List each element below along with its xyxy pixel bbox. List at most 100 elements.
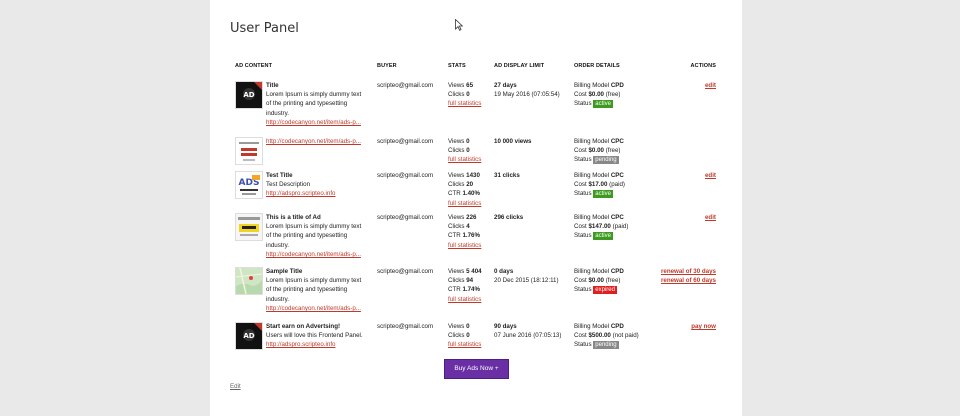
limit-main: 27 days (494, 82, 517, 89)
billing-model-label: Billing Model (574, 82, 610, 89)
ad-url-link[interactable]: http://codecanyon.net/item/ads-p... (266, 118, 361, 126)
limit-main: 10 000 views (494, 138, 532, 145)
stats: Views 0 Clicks 0 full statistics (448, 322, 481, 350)
limit-main: 90 days (494, 323, 517, 330)
status-label: Status (574, 341, 592, 349)
mouse-cursor-icon (455, 19, 463, 31)
status-label: Status (574, 232, 592, 240)
ad-description: Lorem Ipsum is simply dummy text (266, 91, 362, 99)
buyer-email: scripteo@gmail.com (377, 323, 434, 330)
ad-thumbnail (235, 213, 263, 241)
cost-label: Cost (574, 181, 587, 189)
ad-title: Title (266, 82, 279, 89)
cost-value: $500.00 (588, 332, 611, 340)
cost-value: $147.00 (588, 223, 611, 231)
views-value: 0 (466, 138, 470, 145)
stats: Views 5 404 Clicks 94 CTR 1.74% full statis… (448, 267, 482, 304)
page-title: User Panel (230, 21, 299, 36)
display-limit: 296 clicks (494, 213, 523, 222)
edit-action[interactable]: edit (704, 172, 716, 179)
ad-content: http://codecanyon.net/item/ads-p... (266, 137, 374, 146)
buy-ads-now-button[interactable]: Buy Ads Now + (444, 359, 509, 379)
col-ad-content: AD CONTENT (235, 63, 273, 69)
buyer-email: scripteo@gmail.com (377, 268, 434, 275)
cost-label: Cost (574, 147, 587, 155)
clicks-value: 0 (466, 147, 470, 155)
ad-description: Lorem Ipsum is simply dummy text (266, 277, 362, 285)
svg-text:AD: AD (243, 332, 254, 340)
ad-thumbnail (235, 137, 263, 165)
status-badge: active (593, 232, 613, 241)
status-label: Status (574, 156, 592, 164)
status-badge: expired (593, 286, 617, 295)
row-actions: edit (705, 171, 716, 180)
clicks-value: 94 (466, 277, 474, 285)
status-label: Status (574, 100, 592, 108)
views-label: Views (448, 172, 465, 179)
cost-note: (paid) (612, 223, 629, 231)
cost-note: (free) (605, 147, 621, 155)
full-statistics-link[interactable]: full statistics (448, 295, 482, 303)
ad-url-link[interactable]: http://adspro.scripteo.info (266, 190, 336, 198)
cost-note: (free) (605, 277, 621, 285)
full-statistics-link[interactable]: full statistics (448, 100, 482, 108)
views-label: Views (448, 268, 465, 275)
row-actions: renewal of 30 days renewal of 60 days (661, 267, 716, 285)
row-actions: edit (705, 81, 716, 90)
full-statistics-link[interactable]: full statistics (448, 156, 482, 164)
ad-url-link[interactable]: http://codecanyon.net/item/ads-p... (266, 304, 361, 312)
edit-action[interactable]: edit (704, 82, 716, 89)
renewal-of-60-days-action[interactable]: renewal of 60 days (660, 277, 716, 285)
ad-content: This is a title of Ad Lorem Ipsum is simp… (266, 213, 374, 259)
clicks-value: 4 (466, 223, 470, 231)
svg-text:ADS: ADS (239, 178, 260, 188)
ad-url-link[interactable]: http://adspro.scripteo.info (266, 341, 336, 349)
ad-thumbnail: ADS (235, 171, 263, 199)
status-badge: active (593, 190, 613, 199)
views-value: 0 (466, 323, 470, 330)
order-details: Billing Model CPD Cost $0.00 (free) Status… (574, 81, 624, 109)
ad-content: Start earn on Advertsing! Users will love… (266, 322, 374, 350)
edit-action[interactable]: edit (704, 214, 716, 221)
ad-url-link[interactable]: http://codecanyon.net/item/ads-p... (266, 138, 361, 145)
limit-main: 0 days (494, 268, 514, 275)
cost-note: (not paid) (612, 332, 639, 340)
renewal-of-30-days-action[interactable]: renewal of 30 days (660, 268, 716, 275)
full-statistics-link[interactable]: full statistics (448, 341, 482, 349)
billing-model-value: CPD (610, 268, 624, 275)
ad-thumbnail: AD (235, 81, 263, 109)
buyer-email: scripteo@gmail.com (377, 214, 434, 221)
billing-model-label: Billing Model (574, 138, 610, 145)
ad-url-link[interactable]: http://codecanyon.net/item/ads-p... (266, 250, 361, 258)
status-badge: pending (593, 156, 619, 165)
views-label: Views (448, 82, 465, 89)
cost-label: Cost (574, 223, 587, 231)
clicks-value: 20 (466, 181, 474, 189)
clicks-label: Clicks (448, 147, 465, 155)
cost-value: $0.00 (588, 91, 604, 99)
status-label: Status (574, 190, 592, 198)
full-statistics-link[interactable]: full statistics (448, 199, 482, 207)
views-value: 226 (466, 214, 477, 221)
full-statistics-link[interactable]: full statistics (448, 241, 482, 249)
limit-date: 19 May 2016 (07:05:54) (494, 91, 560, 99)
ctr-value: 1.40% (462, 190, 480, 198)
status-label: Status (574, 286, 592, 294)
col-stats: STATS (448, 63, 466, 69)
limit-date: 20 Dec 2015 (18:12:11) (494, 277, 559, 285)
svg-text:AD: AD (243, 91, 254, 99)
pay-now-action[interactable]: pay now (691, 323, 716, 330)
billing-model-label: Billing Model (574, 172, 610, 179)
ad-content: Sample Title Lorem Ipsum is simply dummy … (266, 267, 374, 313)
edit-link[interactable]: Edit (230, 383, 241, 390)
row-actions: edit (705, 213, 716, 222)
limit-main: 31 clicks (494, 172, 520, 179)
col-buyer: BUYER (377, 63, 397, 69)
billing-model-label: Billing Model (574, 268, 610, 275)
stats: Views 0 Clicks 0 full statistics (448, 137, 481, 165)
display-limit: 10 000 views (494, 137, 532, 146)
cost-label: Cost (574, 332, 587, 340)
display-limit: 27 days 19 May 2016 (07:05:54) (494, 81, 560, 99)
cost-value: $0.00 (588, 277, 604, 285)
order-details: Billing Model CPD Cost $500.00 (not paid)… (574, 322, 639, 350)
